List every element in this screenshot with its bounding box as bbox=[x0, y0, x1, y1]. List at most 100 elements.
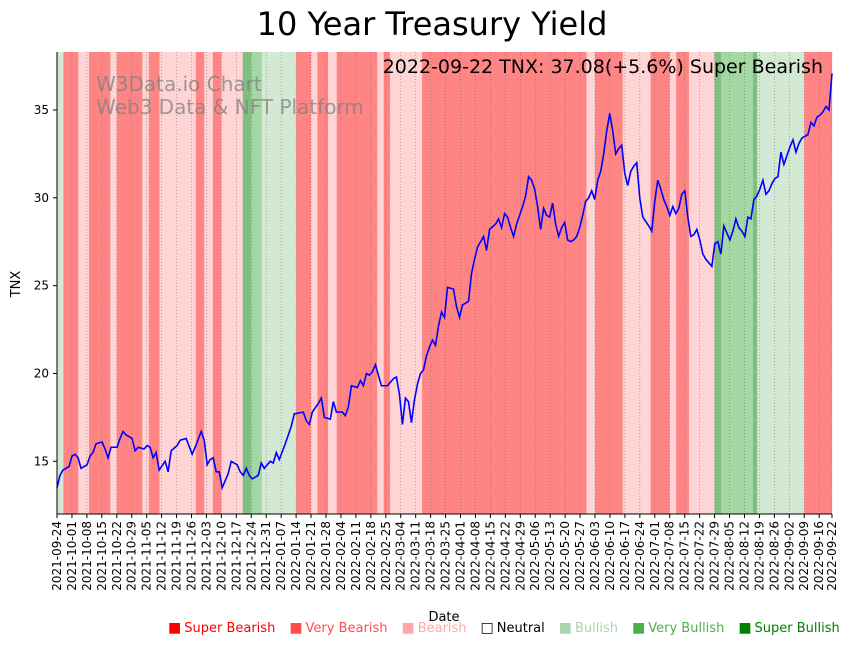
x-tick-label: 2022-04-15 bbox=[483, 521, 497, 591]
x-tick-label: 2022-05-20 bbox=[558, 521, 572, 591]
x-tick-label: 2021-10-15 bbox=[95, 521, 109, 591]
x-tick-label: 2022-04-22 bbox=[498, 521, 512, 591]
signal-band-bearish bbox=[78, 52, 90, 514]
y-tick-label: 20 bbox=[34, 366, 49, 380]
legend-item-bearish: ■ Bearish bbox=[401, 620, 466, 636]
y-tick-label: 30 bbox=[34, 191, 49, 205]
signal-band-very-bullish bbox=[720, 52, 754, 514]
signal-band-bearish bbox=[204, 52, 213, 514]
signal-band-very-bullish bbox=[251, 52, 262, 514]
x-tick-label: 2022-01-28 bbox=[319, 521, 333, 591]
signal-band-super-bullish bbox=[753, 52, 758, 514]
x-tick-label: 2022-06-24 bbox=[633, 521, 647, 591]
x-tick-label: 2021-11-05 bbox=[140, 521, 154, 591]
signal-band-super-bearish bbox=[336, 52, 378, 514]
signal-band-bearish bbox=[586, 52, 596, 514]
legend-item-very-bullish: ■ Very Bullish bbox=[632, 620, 724, 636]
signal-band-bearish bbox=[142, 52, 149, 514]
signal-band-super-bearish bbox=[317, 52, 329, 514]
y-tick-label: 35 bbox=[34, 103, 49, 117]
x-tick-label: 2021-11-12 bbox=[155, 521, 169, 591]
signal-band-super-bearish bbox=[296, 52, 312, 514]
x-tick-label: 2021-12-10 bbox=[214, 521, 228, 591]
signal-band-bearish bbox=[159, 52, 196, 514]
x-tick-label: 2021-11-26 bbox=[185, 521, 199, 591]
x-tick-label: 2022-06-10 bbox=[603, 521, 617, 591]
signal-band-bearish bbox=[377, 52, 384, 514]
legend-square-icon: ■ bbox=[401, 620, 415, 636]
x-tick-label: 2021-10-08 bbox=[80, 521, 94, 591]
legend-item-very-bearish: ■ Very Bearish bbox=[289, 620, 387, 636]
legend-label: Neutral bbox=[496, 620, 545, 636]
vertical-gridlines bbox=[56, 52, 833, 514]
y-axis-label: TNX bbox=[9, 271, 24, 299]
signal-band-bearish bbox=[328, 52, 337, 514]
signal-band-super-bearish bbox=[595, 52, 623, 514]
signal-band-bearish bbox=[622, 52, 651, 514]
x-tick-label: 2022-09-02 bbox=[782, 521, 796, 591]
x-tick-label: 2022-01-21 bbox=[304, 521, 318, 591]
x-tick-label: 2022-05-13 bbox=[543, 521, 557, 591]
x-tick-label: 2022-07-29 bbox=[708, 521, 722, 591]
tnx-line bbox=[56, 73, 833, 491]
y-axis-ticks: 15 20 25 30 35 bbox=[34, 103, 57, 468]
legend-square-icon: □ bbox=[480, 620, 494, 636]
y-tick-label: 25 bbox=[34, 279, 49, 293]
signal-band-bearish bbox=[311, 52, 318, 514]
legend-square-icon: ■ bbox=[558, 620, 572, 636]
x-tick-label: 2022-09-22 bbox=[825, 521, 839, 591]
y-tick-label: 15 bbox=[34, 454, 49, 468]
x-tick-label: 2021-10-22 bbox=[110, 521, 124, 591]
signal-band-super-bearish bbox=[676, 52, 689, 514]
signal-bands bbox=[57, 52, 832, 514]
legend-item-super-bullish: ■ Super Bullish bbox=[738, 620, 839, 636]
legend-label: Bearish bbox=[417, 620, 467, 636]
signal-band-bearish bbox=[669, 52, 677, 514]
x-tick-label: 2022-02-11 bbox=[349, 521, 363, 591]
x-tick-label: 2021-10-01 bbox=[65, 521, 79, 591]
watermark-line2: Web3 Data & NFT Platform bbox=[96, 95, 364, 119]
signal-band-super-bearish bbox=[650, 52, 670, 514]
legend-label: Super Bullish bbox=[754, 620, 840, 636]
signal-band-bearish bbox=[110, 52, 117, 514]
x-tick-label: 2022-03-11 bbox=[409, 521, 423, 591]
legend-label: Very Bullish bbox=[648, 620, 725, 636]
signal-band-super-bearish bbox=[195, 52, 205, 514]
x-tick-label: 2022-03-18 bbox=[424, 521, 438, 591]
legend-square-icon: ■ bbox=[168, 620, 182, 636]
signal-band-super-bearish bbox=[116, 52, 143, 514]
x-tick-label: 2022-02-18 bbox=[364, 521, 378, 591]
signal-band-super-bearish bbox=[148, 52, 160, 514]
chart-title: 10 Year Treasury Yield bbox=[257, 5, 608, 43]
signal-band-super-bearish bbox=[89, 52, 111, 514]
x-tick-label: 2022-04-01 bbox=[454, 521, 468, 591]
x-tick-label: 2021-12-17 bbox=[229, 521, 243, 591]
x-tick-label: 2022-08-26 bbox=[767, 521, 781, 591]
x-tick-label: 2022-01-14 bbox=[289, 521, 303, 591]
x-tick-label: 2021-12-31 bbox=[259, 521, 273, 591]
x-tick-label: 2022-09-16 bbox=[812, 521, 826, 591]
signal-band-super-bearish bbox=[422, 52, 587, 514]
x-tick-label: 2022-08-05 bbox=[723, 521, 737, 591]
x-tick-label: 2021-11-19 bbox=[170, 521, 184, 591]
signal-band-bullish bbox=[57, 52, 64, 514]
x-tick-label: 2021-10-29 bbox=[125, 521, 139, 591]
x-tick-label: 2021-12-03 bbox=[199, 521, 213, 591]
x-tick-label: 2022-08-19 bbox=[752, 521, 766, 591]
legend-item-super-bearish: ■ Super Bearish bbox=[168, 620, 275, 636]
signal-band-super-bullish bbox=[242, 52, 252, 514]
signal-band-bearish bbox=[688, 52, 715, 514]
signal-band-bearish bbox=[390, 52, 423, 514]
legend-square-icon: ■ bbox=[738, 620, 752, 636]
signal-legend: ■ Super Bearish ■ Very Bearish ■ Bearish… bbox=[168, 620, 840, 636]
legend-label: Very Bearish bbox=[305, 620, 388, 636]
x-axis-label: Date bbox=[428, 610, 459, 625]
x-tick-label: 2022-08-12 bbox=[737, 521, 751, 591]
x-tick-label: 2022-03-04 bbox=[394, 521, 408, 591]
x-tick-label: 2022-07-01 bbox=[648, 521, 662, 591]
x-tick-label: 2022-01-07 bbox=[274, 521, 288, 591]
x-tick-label: 2022-02-25 bbox=[379, 521, 393, 591]
x-tick-label: 2022-02-04 bbox=[334, 521, 348, 591]
watermark-line1: W3Data.io Chart bbox=[96, 72, 262, 96]
x-tick-label: 2022-09-09 bbox=[797, 521, 811, 591]
